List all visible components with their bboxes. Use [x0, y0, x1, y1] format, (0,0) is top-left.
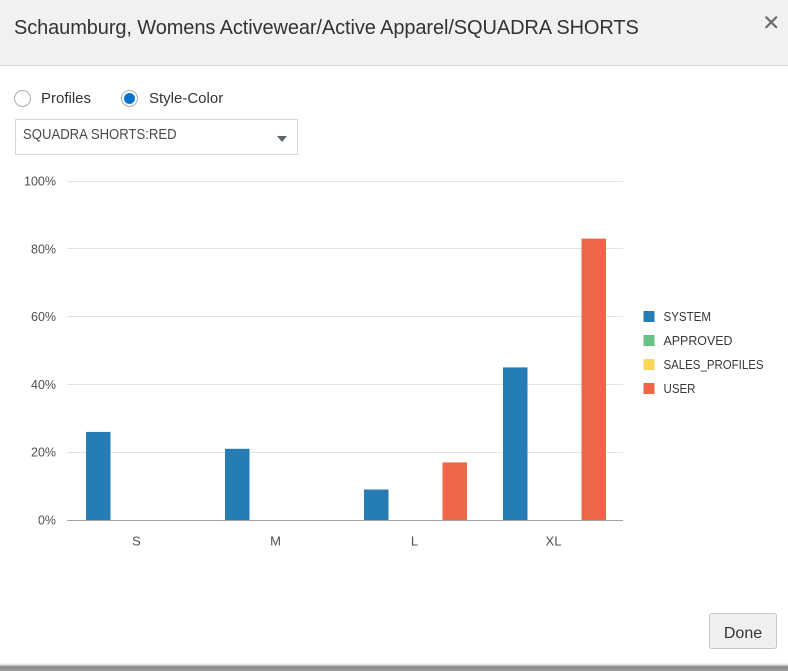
svg-text:100%: 100% [24, 174, 56, 189]
svg-text:40%: 40% [31, 377, 56, 392]
svg-text:USER: USER [664, 381, 696, 396]
svg-text:60%: 60% [31, 309, 56, 324]
svg-text:L: L [411, 534, 418, 549]
svg-text:S: S [132, 534, 141, 549]
svg-text:XL: XL [546, 534, 562, 549]
svg-text:M: M [270, 534, 281, 549]
svg-text:SYSTEM: SYSTEM [664, 309, 712, 324]
svg-text:0%: 0% [38, 513, 56, 528]
svg-text:20%: 20% [31, 445, 56, 460]
svg-text:80%: 80% [31, 241, 56, 256]
svg-text:APPROVED: APPROVED [664, 333, 733, 348]
svg-text:SALES_PROFILES: SALES_PROFILES [664, 357, 764, 372]
